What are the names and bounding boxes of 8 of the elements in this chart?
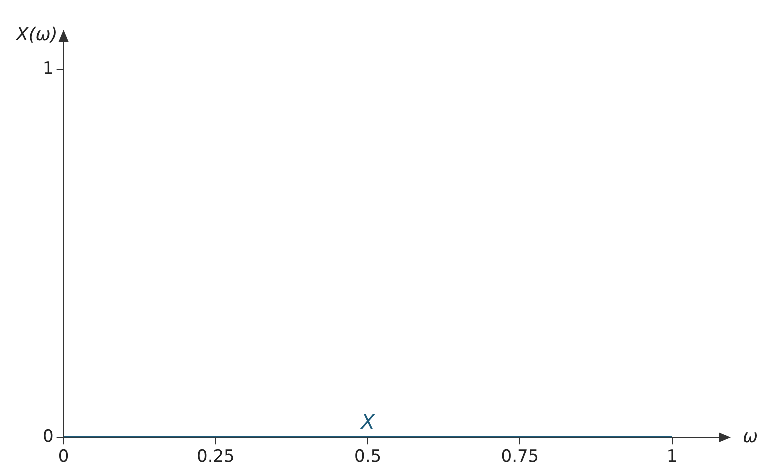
- x-tick-label: 0.25: [197, 447, 235, 468]
- x-tick-label: 0.5: [354, 447, 382, 468]
- x-tick-label: 0.75: [501, 447, 540, 468]
- x-axis-title: ω: [743, 426, 758, 448]
- y-axis-title: X(ω): [15, 24, 58, 46]
- series-label: X: [360, 410, 376, 434]
- x-tick-label: 0: [58, 447, 70, 468]
- x-tick-label: 1: [666, 447, 678, 468]
